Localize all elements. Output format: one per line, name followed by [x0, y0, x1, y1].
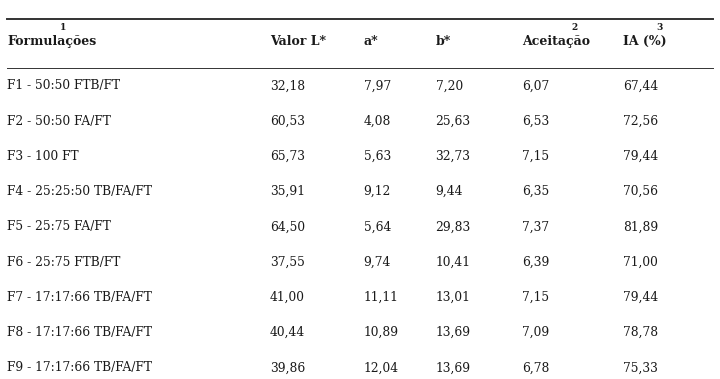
Text: 29,83: 29,83: [436, 220, 471, 233]
Text: 37,55: 37,55: [270, 255, 305, 269]
Text: F8 - 17:17:66 TB/FA/FT: F8 - 17:17:66 TB/FA/FT: [7, 326, 152, 339]
Text: F2 - 50:50 FA/FT: F2 - 50:50 FA/FT: [7, 114, 111, 128]
Text: 60,53: 60,53: [270, 114, 305, 128]
Text: 65,73: 65,73: [270, 150, 305, 163]
Text: 4,08: 4,08: [364, 114, 391, 128]
Text: 71,00: 71,00: [623, 255, 657, 269]
Text: Valor L*: Valor L*: [270, 34, 326, 48]
Text: 81,89: 81,89: [623, 220, 658, 233]
Text: 67,44: 67,44: [623, 79, 658, 92]
Text: F7 - 17:17:66 TB/FA/FT: F7 - 17:17:66 TB/FA/FT: [7, 291, 152, 304]
Text: 6,53: 6,53: [522, 114, 549, 128]
Text: 32,18: 32,18: [270, 79, 305, 92]
Text: Aceitação: Aceitação: [522, 34, 590, 48]
Text: 6,39: 6,39: [522, 255, 549, 269]
Text: 11,11: 11,11: [364, 291, 398, 304]
Text: 32,73: 32,73: [436, 150, 471, 163]
Text: 5,63: 5,63: [364, 150, 391, 163]
Text: F1 - 50:50 FTB/FT: F1 - 50:50 FTB/FT: [7, 79, 120, 92]
Text: 70,56: 70,56: [623, 185, 658, 198]
Text: 64,50: 64,50: [270, 220, 305, 233]
Text: 6,07: 6,07: [522, 79, 549, 92]
Text: 13,01: 13,01: [436, 291, 470, 304]
Text: 78,78: 78,78: [623, 326, 658, 339]
Text: 13,69: 13,69: [436, 361, 471, 374]
Text: 10,41: 10,41: [436, 255, 471, 269]
Text: 40,44: 40,44: [270, 326, 305, 339]
Text: F6 - 25:75 FTB/FT: F6 - 25:75 FTB/FT: [7, 255, 120, 269]
Text: 7,20: 7,20: [436, 79, 463, 92]
Text: 13,69: 13,69: [436, 326, 471, 339]
Text: 25,63: 25,63: [436, 114, 471, 128]
Text: 72,56: 72,56: [623, 114, 658, 128]
Text: 5,64: 5,64: [364, 220, 391, 233]
Text: Formulações: Formulações: [7, 34, 96, 48]
Text: F5 - 25:75 FA/FT: F5 - 25:75 FA/FT: [7, 220, 111, 233]
Text: b*: b*: [436, 34, 451, 48]
Text: 2: 2: [571, 23, 577, 32]
Text: 3: 3: [656, 23, 662, 32]
Text: 9,12: 9,12: [364, 185, 391, 198]
Text: 7,97: 7,97: [364, 79, 391, 92]
Text: 9,74: 9,74: [364, 255, 391, 269]
Text: 6,78: 6,78: [522, 361, 549, 374]
Text: 6,35: 6,35: [522, 185, 549, 198]
Text: F3 - 100 FT: F3 - 100 FT: [7, 150, 78, 163]
Text: 1: 1: [60, 23, 66, 32]
Text: 41,00: 41,00: [270, 291, 305, 304]
Text: F9 - 17:17:66 TB/FA/FT: F9 - 17:17:66 TB/FA/FT: [7, 361, 152, 374]
Text: F4 - 25:25:50 TB/FA/FT: F4 - 25:25:50 TB/FA/FT: [7, 185, 152, 198]
Text: 9,44: 9,44: [436, 185, 463, 198]
Text: 79,44: 79,44: [623, 291, 658, 304]
Text: 35,91: 35,91: [270, 185, 305, 198]
Text: a*: a*: [364, 34, 378, 48]
Text: 10,89: 10,89: [364, 326, 399, 339]
Text: 7,15: 7,15: [522, 291, 549, 304]
Text: 7,37: 7,37: [522, 220, 549, 233]
Text: 39,86: 39,86: [270, 361, 305, 374]
Text: IA (%): IA (%): [623, 34, 667, 48]
Text: 75,33: 75,33: [623, 361, 657, 374]
Text: 7,15: 7,15: [522, 150, 549, 163]
Text: 79,44: 79,44: [623, 150, 658, 163]
Text: 7,09: 7,09: [522, 326, 549, 339]
Text: 12,04: 12,04: [364, 361, 399, 374]
